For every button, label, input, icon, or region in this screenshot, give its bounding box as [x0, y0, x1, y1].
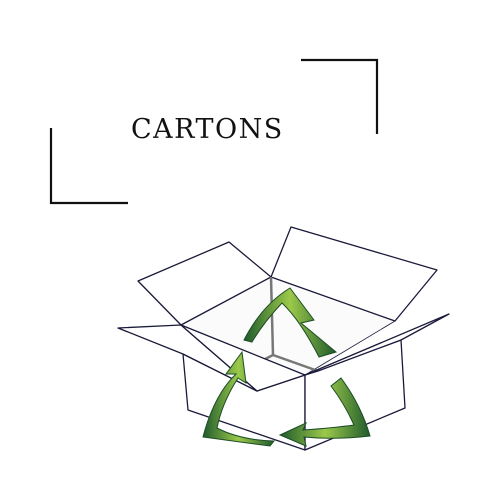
bracket-bottom-left-icon: [49, 128, 128, 205]
bracket-top-right-icon: [301, 58, 379, 134]
page-title: CARTONS: [131, 114, 284, 145]
recycle-arrows-icon: [202, 287, 371, 447]
